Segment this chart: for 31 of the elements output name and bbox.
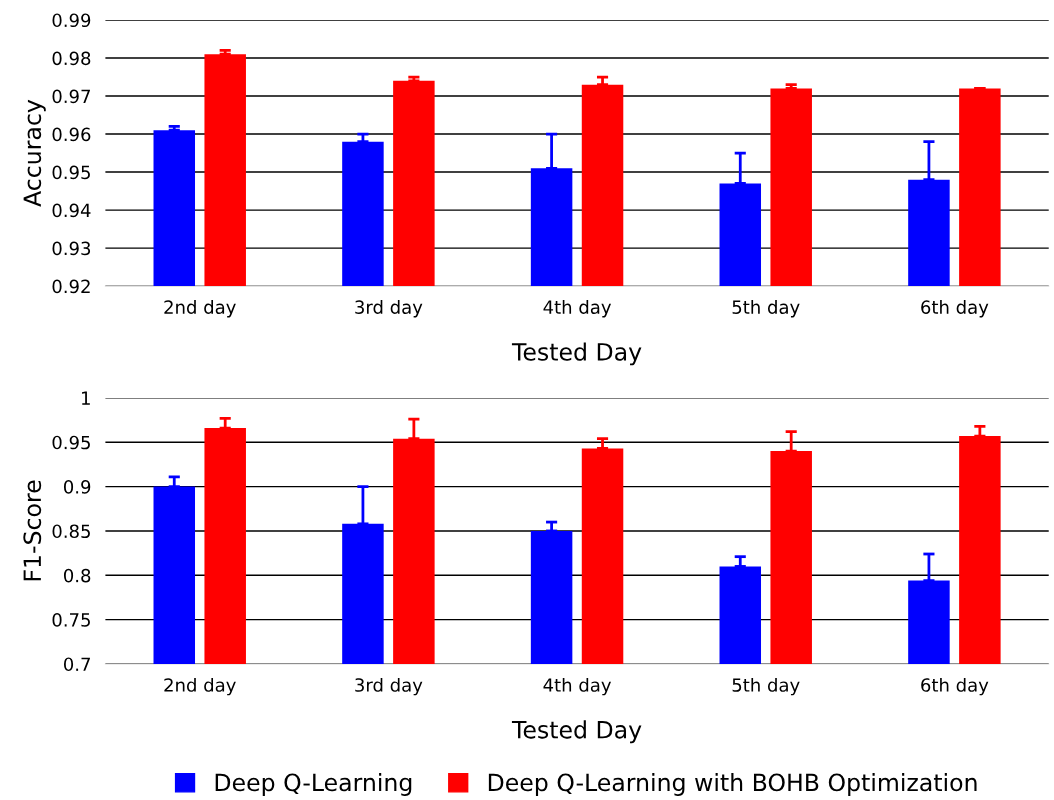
x-tick-label: 6th day — [921, 677, 989, 696]
y-tick-label: 1 — [82, 391, 90, 405]
y-tick-label: 0.96 — [52, 127, 91, 142]
y-tick-label: 0.97 — [52, 89, 90, 104]
x-tick-label: 2nd day — [164, 300, 236, 318]
legend-label: Deep Q-Learning — [215, 773, 412, 796]
y-tick-label: 0.9 — [63, 480, 91, 494]
y-tick-label: 0.92 — [52, 279, 90, 294]
y-axis-title: Accuracy — [23, 99, 46, 207]
y-tick-label: 0.99 — [52, 13, 91, 28]
x-tick-label: 2nd day — [164, 677, 236, 696]
y-axis-title: F1-Score — [23, 480, 42, 581]
x-tick-label: 5th day — [732, 677, 800, 696]
x-axis-title: Tested Day — [511, 720, 642, 744]
y-tick-label: 0.7 — [63, 657, 90, 672]
y-tick-label: 0.94 — [52, 203, 91, 218]
x-tick-label: 3rd day — [355, 677, 423, 696]
y-tick-label: 0.95 — [52, 435, 90, 450]
y-tick-label: 0.93 — [52, 241, 91, 256]
y-tick-label: 0.8 — [63, 568, 91, 583]
x-tick-label: 4th day — [543, 677, 612, 696]
y-tick-label: 0.75 — [52, 613, 90, 627]
y-tick-label: 0.95 — [52, 165, 90, 180]
y-tick-label: 0.98 — [52, 51, 91, 66]
x-axis-title: Tested Day — [511, 342, 642, 366]
x-tick-label: 4th day — [543, 300, 612, 318]
legend-label: Deep Q-Learning with BOHB Optimization — [488, 773, 977, 796]
y-tick-label: 0.85 — [52, 524, 90, 539]
x-tick-label: 3rd day — [355, 300, 423, 318]
x-tick-label: 6th day — [921, 300, 989, 318]
x-tick-label: 5th day — [732, 300, 800, 318]
